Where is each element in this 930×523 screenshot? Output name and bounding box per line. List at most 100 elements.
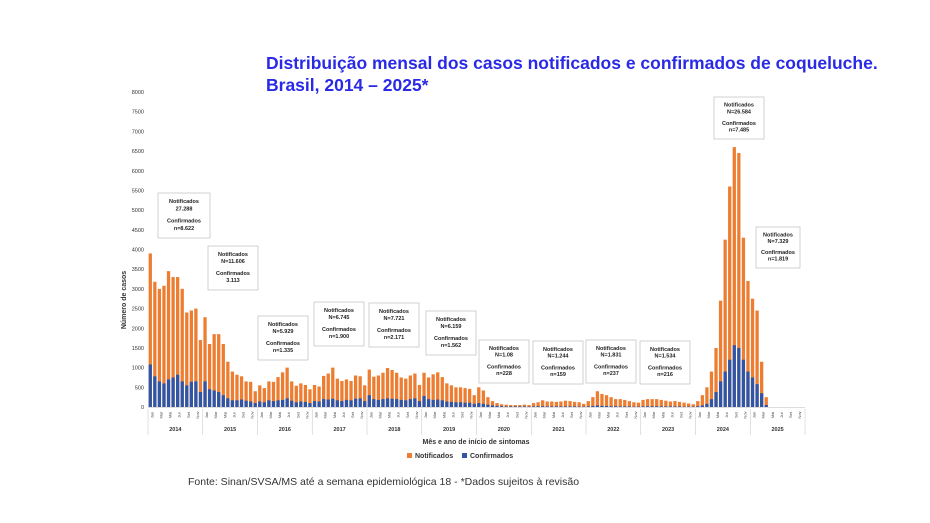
bar-confirmados (436, 399, 440, 407)
bar-notificados (303, 384, 308, 407)
bar-notificados (198, 340, 203, 407)
bar-notificados (399, 377, 403, 407)
bar-notificados (294, 385, 298, 407)
bar-confirmados (372, 399, 376, 407)
annotation-frame (207, 245, 259, 291)
bar-notificados (381, 372, 385, 407)
y-tick-label: 4000 (132, 248, 144, 254)
bar-confirmados (472, 403, 476, 407)
bar-confirmados (655, 406, 659, 407)
chart-title-line2: Brasil, 2014 – 2025* (266, 75, 429, 95)
bar-confirmados (280, 399, 285, 407)
bar-confirmados (413, 398, 417, 407)
bar-notificados (335, 378, 339, 407)
bars-confirmados (148, 345, 768, 407)
annotation-line3: Confirmados (722, 121, 756, 127)
bar-notificados (353, 375, 358, 407)
bar-confirmados (468, 402, 472, 407)
bar-notificados (490, 401, 495, 407)
bar-notificados (212, 334, 216, 407)
bar-confirmados (180, 381, 184, 407)
x-year-label: 2016 (279, 427, 291, 433)
x-month-tick: Jul (286, 412, 291, 417)
x-month-tick: Nov (250, 411, 255, 418)
bar-confirmados (513, 406, 517, 407)
bar-notificados (344, 379, 349, 407)
annotation-frame (639, 340, 691, 385)
bar-notificados (513, 405, 517, 407)
bar-notificados (226, 361, 230, 407)
bar-confirmados (518, 406, 522, 407)
bar-notificados (148, 253, 152, 407)
bar-notificados (536, 402, 540, 407)
bar-notificados (477, 387, 481, 407)
bar-notificados (244, 381, 248, 407)
bar-confirmados (664, 406, 668, 407)
annotation-line1: Notificados (543, 347, 573, 353)
bar-notificados (422, 372, 426, 407)
bar-notificados (746, 281, 750, 407)
bar-confirmados (376, 399, 381, 407)
bar-notificados (559, 401, 563, 407)
bar-notificados (641, 399, 645, 407)
bar-notificados (705, 387, 709, 407)
bar-notificados (655, 399, 659, 407)
bar-confirmados (331, 398, 335, 407)
x-month-tick: Mar (377, 411, 382, 419)
annotation-line1: Notificados (379, 309, 409, 315)
annotation-line3: Confirmados (761, 250, 795, 256)
x-month-tick: Jul (177, 412, 182, 417)
x-month-tick: Jul (396, 412, 401, 417)
bar-confirmados (299, 401, 303, 407)
annotation-line3: Confirmados (322, 327, 356, 333)
annotation-line4: n=1.900 (329, 334, 349, 340)
x-year-label: 2019 (443, 427, 455, 433)
legend-label-notificados: Notificados (415, 453, 453, 460)
bar-notificados (691, 404, 695, 407)
x-month-tick: Mai (496, 412, 501, 419)
annotation-line4: n=8.622 (174, 226, 194, 232)
y-tick-label: 7500 (132, 110, 144, 116)
bar-notificados (340, 381, 344, 407)
annotation-line1: Notificados (218, 252, 248, 258)
bar-notificados (408, 375, 412, 407)
annotation-line3: Confirmados (487, 364, 521, 370)
bar-notificados (331, 367, 335, 407)
bar-confirmados (212, 390, 216, 407)
x-month-tick: Jan (478, 412, 483, 418)
bar-notificados (522, 404, 527, 407)
annotation-line4: n=2.171 (384, 335, 404, 341)
bar-confirmados (563, 406, 568, 407)
bar-notificados (358, 376, 362, 407)
bar-notificados (285, 367, 289, 407)
y-tick-label: 7000 (132, 129, 144, 135)
bar-confirmados (618, 406, 622, 407)
x-month-tick: Set (186, 411, 191, 418)
bar-notificados (454, 387, 458, 407)
bar-confirmados (677, 406, 682, 407)
bar-notificados (176, 277, 180, 407)
annotation-line1: Notificados (436, 317, 466, 323)
bar-notificados (632, 402, 636, 407)
bar-notificados (157, 288, 162, 407)
bar-notificados (367, 369, 371, 407)
x-axis: Jan Mar Mai Jul Set Nov 2014 Jan Mar Mai Jul Set Nov… (147, 407, 806, 435)
bar-confirmados (445, 401, 449, 407)
bar-notificados (659, 399, 663, 407)
bar-confirmados (477, 403, 481, 407)
bar-confirmados (176, 374, 180, 407)
bar-confirmados (723, 371, 727, 407)
annotation-line3: Confirmados (648, 365, 682, 371)
bar-confirmados (198, 392, 203, 407)
bar-notificados (426, 377, 431, 407)
bar-notificados (185, 312, 189, 407)
x-month-tick: Set (241, 411, 246, 418)
x-month-tick: Jul (724, 412, 729, 417)
bar-notificados (741, 237, 746, 407)
bar-confirmados (294, 402, 298, 407)
bar-notificados (280, 372, 285, 407)
x-month-tick: Set (350, 411, 355, 418)
